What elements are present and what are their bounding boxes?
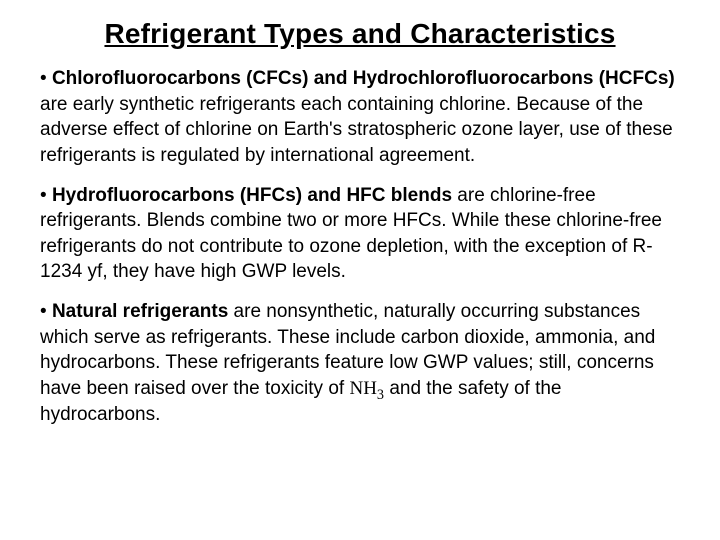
bullet-dot: • (40, 301, 52, 322)
bullet-dot: • (40, 185, 52, 206)
slide: Refrigerant Types and Characteristics • … (0, 0, 720, 540)
bullet-dot: • (40, 68, 52, 89)
slide-title: Refrigerant Types and Characteristics (40, 18, 680, 50)
bullet-lead: Natural refrigerants (52, 301, 228, 322)
bullet-item: • Natural refrigerants are nonsynthetic,… (40, 299, 680, 427)
chem-subscript: 3 (377, 387, 384, 403)
bullet-item: • Hydrofluorocarbons (HFCs) and HFC blen… (40, 183, 680, 286)
bullet-text: are early synthetic refrigerants each co… (40, 94, 673, 166)
chem-base: NH (349, 378, 376, 399)
bullet-lead: Hydrofluorocarbons (HFCs) and HFC blends (52, 185, 452, 206)
chemical-formula: NH3 (349, 378, 384, 399)
bullet-item: • Chlorofluorocarbons (CFCs) and Hydroch… (40, 66, 680, 169)
bullet-lead: Chlorofluorocarbons (CFCs) and Hydrochlo… (52, 68, 675, 89)
